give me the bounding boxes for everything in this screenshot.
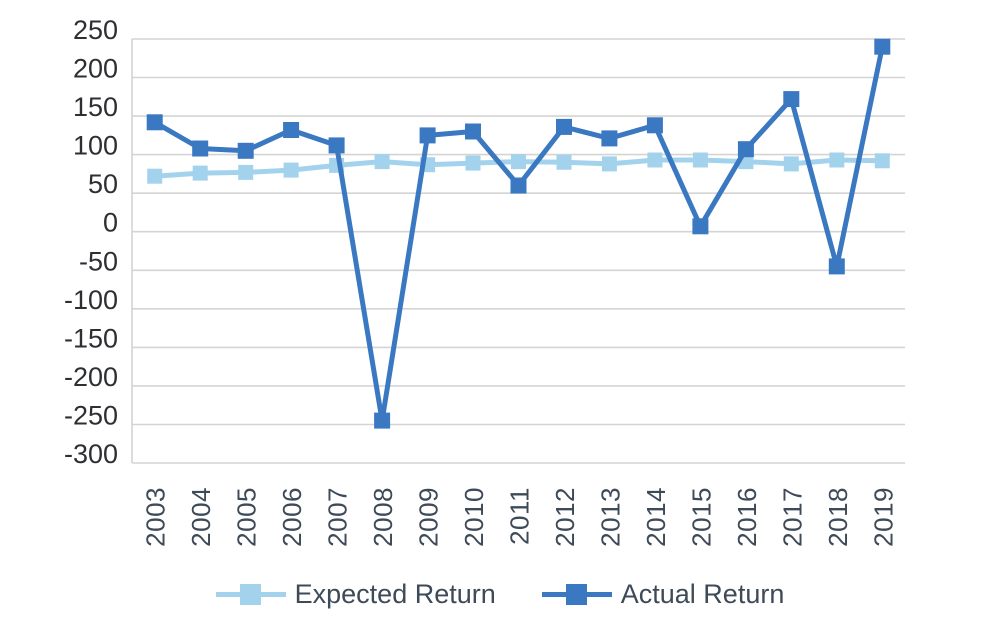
legend-label-expected-return: Expected Return xyxy=(294,579,496,609)
x-axis-tick-label: 2005 xyxy=(232,487,262,547)
y-axis-tick-label: -150 xyxy=(64,323,118,353)
y-axis-tick-label: 200 xyxy=(73,54,118,84)
x-axis-tick-label: 2006 xyxy=(277,487,307,547)
actual-return-marker xyxy=(510,177,527,194)
actual-return-swatch-icon xyxy=(541,583,612,605)
actual-return-marker xyxy=(465,123,481,140)
actual-return-marker xyxy=(601,130,618,147)
legend-item-expected-return: Expected Return xyxy=(215,578,496,610)
actual-return-marker xyxy=(192,140,209,157)
actual-return-marker xyxy=(783,91,800,108)
x-axis-tick-label: 2017 xyxy=(777,487,807,547)
expected-return-marker xyxy=(511,154,526,170)
expected-return-marker xyxy=(783,156,799,172)
actual-return-marker xyxy=(419,127,436,144)
y-axis-tick-label: 50 xyxy=(88,169,118,199)
x-axis-tick-label: 2004 xyxy=(186,487,216,547)
chart-legend: Expected Return Actual Return xyxy=(0,578,1000,610)
x-axis-tick-label: 2015 xyxy=(686,487,716,547)
y-axis-tick-label: -250 xyxy=(64,401,118,431)
actual-return-marker xyxy=(646,117,663,134)
expected-return-marker xyxy=(829,152,845,168)
expected-return-marker xyxy=(374,154,390,170)
actual-return-marker xyxy=(828,258,845,275)
y-axis-tick-label: -200 xyxy=(64,362,118,392)
x-axis-tick-label: 2018 xyxy=(823,487,853,547)
x-axis-tick-label: 2019 xyxy=(868,487,898,547)
x-axis-tick-label: 2011 xyxy=(505,487,535,545)
expected-return-marker xyxy=(192,165,208,181)
actual-return-marker xyxy=(692,218,709,235)
x-axis-tick-label: 2013 xyxy=(595,487,625,547)
actual-return-swatch-marker xyxy=(565,583,587,605)
y-axis-tick-label: -100 xyxy=(64,285,118,315)
actual-return-marker xyxy=(146,114,163,131)
actual-return-marker xyxy=(328,137,345,154)
y-axis-tick-label: -50 xyxy=(79,246,118,276)
x-axis-tick-label: 2009 xyxy=(414,487,444,547)
y-axis-tick-label: 150 xyxy=(73,92,118,122)
actual-return-line xyxy=(153,46,885,424)
expected-return-swatch-icon xyxy=(215,583,286,605)
expected-return-marker xyxy=(283,162,299,178)
actual-return-marker xyxy=(283,122,300,138)
y-axis-tick-label: 0 xyxy=(103,208,118,238)
expected-return-swatch-marker xyxy=(239,583,261,605)
actual-return-marker xyxy=(237,142,254,159)
legend-item-actual-return: Actual Return xyxy=(541,578,785,610)
x-axis-tick-label: 2003 xyxy=(141,487,171,547)
x-axis-tick-label: 2012 xyxy=(550,487,580,547)
expected-return-marker xyxy=(601,156,617,172)
expected-return-marker xyxy=(147,168,163,184)
expected-return-marker xyxy=(238,164,254,180)
expected-return-marker xyxy=(465,155,481,171)
y-axis-tick-label: 100 xyxy=(73,131,118,161)
expected-return-marker xyxy=(874,153,890,169)
x-axis-tick-label: 2014 xyxy=(641,487,671,547)
y-axis-tick-label: -300 xyxy=(64,439,118,469)
actual-return-marker xyxy=(374,412,391,429)
actual-return-marker xyxy=(874,38,891,55)
y-axis-tick-label: 250 xyxy=(73,15,118,45)
expected-return-marker xyxy=(692,152,708,168)
actual-return-marker xyxy=(556,118,572,135)
x-axis-tick-label: 2010 xyxy=(459,487,489,547)
legend-label-actual-return: Actual Return xyxy=(620,579,785,609)
actual-return-marker xyxy=(737,141,754,158)
x-axis-tick-label: 2016 xyxy=(732,487,762,547)
expected-return-marker xyxy=(556,154,572,170)
x-axis-tick-label: 2008 xyxy=(368,487,398,547)
x-axis-tick-label: 2007 xyxy=(323,487,353,547)
expected-return-marker xyxy=(647,152,663,168)
